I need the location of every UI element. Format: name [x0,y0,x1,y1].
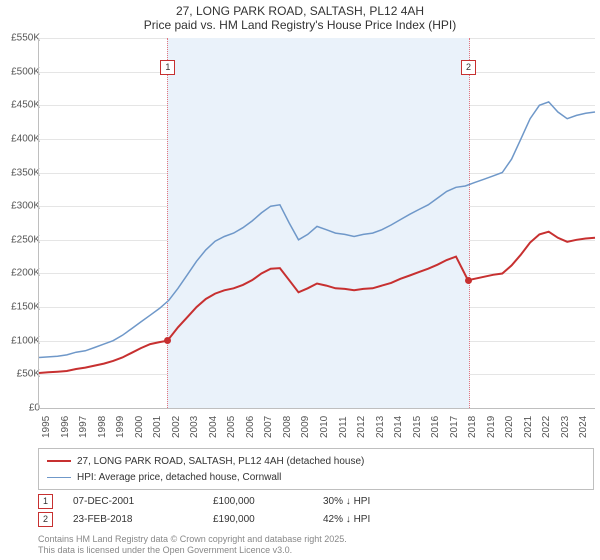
series-price_paid [39,232,595,373]
y-tick-label: £400K [4,133,40,144]
footer-copyright: Contains HM Land Registry data © Crown c… [38,534,594,545]
legend-row-hpi: HPI: Average price, detached house, Corn… [47,469,585,485]
x-tick-label: 2021 [523,416,534,438]
x-tick-label: 2020 [504,416,515,438]
sale-dot [465,277,472,284]
sale-price: £190,000 [213,514,323,525]
x-tick-label: 2009 [300,416,311,438]
x-tick-label: 2008 [282,416,293,438]
legend-swatch-hpi [47,477,71,478]
y-tick-label: £200K [4,268,40,279]
footer-licence: This data is licensed under the Open Gov… [38,545,594,556]
sale-rows: 1 07-DEC-2001 £100,000 30% ↓ HPI 2 23-FE… [38,492,594,528]
sale-diff: 42% ↓ HPI [323,514,370,525]
x-tick-label: 2023 [560,416,571,438]
y-tick-label: £100K [4,335,40,346]
x-tick-label: 2013 [375,416,386,438]
sale-marker-box: 1 [160,60,175,75]
legend-label-hpi: HPI: Average price, detached house, Corn… [77,472,281,483]
legend-box: 27, LONG PARK ROAD, SALTASH, PL12 4AH (d… [38,448,594,490]
x-tick-label: 2010 [319,416,330,438]
x-tick-label: 2004 [208,416,219,438]
y-tick-label: £250K [4,234,40,245]
x-tick-label: 2006 [245,416,256,438]
x-tick-label: 2019 [486,416,497,438]
chart-area: £0 £50K £100K £150K £200K £250K £300K £350K £400… [0,38,600,442]
x-tick-label: 2011 [338,416,349,438]
sale-marker-1: 1 [38,494,53,509]
x-tick-label: 2016 [430,416,441,438]
x-tick-label: 1997 [78,416,89,438]
y-tick-label: £300K [4,201,40,212]
x-tick-label: 1999 [115,416,126,438]
sale-marker-2: 2 [38,512,53,527]
x-tick-label: 2005 [226,416,237,438]
x-tick-label: 2007 [263,416,274,438]
title-subtitle: Price paid vs. HM Land Registry's House … [0,18,600,32]
sale-row: 2 23-FEB-2018 £190,000 42% ↓ HPI [38,510,594,528]
y-tick-label: £550K [4,33,40,44]
x-tick-label: 2001 [152,416,163,438]
x-tick-label: 2017 [449,416,460,438]
y-tick-label: £350K [4,167,40,178]
plot-area: 12 [38,38,595,409]
chart-container: 27, LONG PARK ROAD, SALTASH, PL12 4AH Pr… [0,0,600,560]
x-tick-label: 1996 [60,416,71,438]
x-tick-label: 2012 [356,416,367,438]
x-tick-label: 2015 [412,416,423,438]
x-tick-label: 2000 [134,416,145,438]
x-tick-label: 1998 [97,416,108,438]
y-tick-label: £150K [4,302,40,313]
x-tick-label: 2022 [541,416,552,438]
sale-row: 1 07-DEC-2001 £100,000 30% ↓ HPI [38,492,594,510]
y-tick-label: £0 [4,403,40,414]
x-tick-label: 2002 [171,416,182,438]
sale-date: 07-DEC-2001 [73,496,213,507]
sale-date: 23-FEB-2018 [73,514,213,525]
x-tick-label: 2014 [393,416,404,438]
legend-label-price-paid: 27, LONG PARK ROAD, SALTASH, PL12 4AH (d… [77,456,364,467]
sale-price: £100,000 [213,496,323,507]
title-block: 27, LONG PARK ROAD, SALTASH, PL12 4AH Pr… [0,0,600,32]
y-tick-label: £450K [4,100,40,111]
footer: Contains HM Land Registry data © Crown c… [38,534,594,556]
chart-svg [39,38,595,408]
title-address: 27, LONG PARK ROAD, SALTASH, PL12 4AH [0,4,600,18]
x-tick-label: 2003 [189,416,200,438]
x-tick-label: 2024 [578,416,589,438]
sale-diff: 30% ↓ HPI [323,496,370,507]
x-tick-label: 1995 [41,416,52,438]
y-tick-label: £500K [4,66,40,77]
x-tick-label: 2018 [467,416,478,438]
sale-marker-box: 2 [461,60,476,75]
series-hpi [39,102,595,358]
legend-swatch-price-paid [47,460,71,462]
legend-row-price-paid: 27, LONG PARK ROAD, SALTASH, PL12 4AH (d… [47,453,585,469]
y-tick-label: £50K [4,369,40,380]
